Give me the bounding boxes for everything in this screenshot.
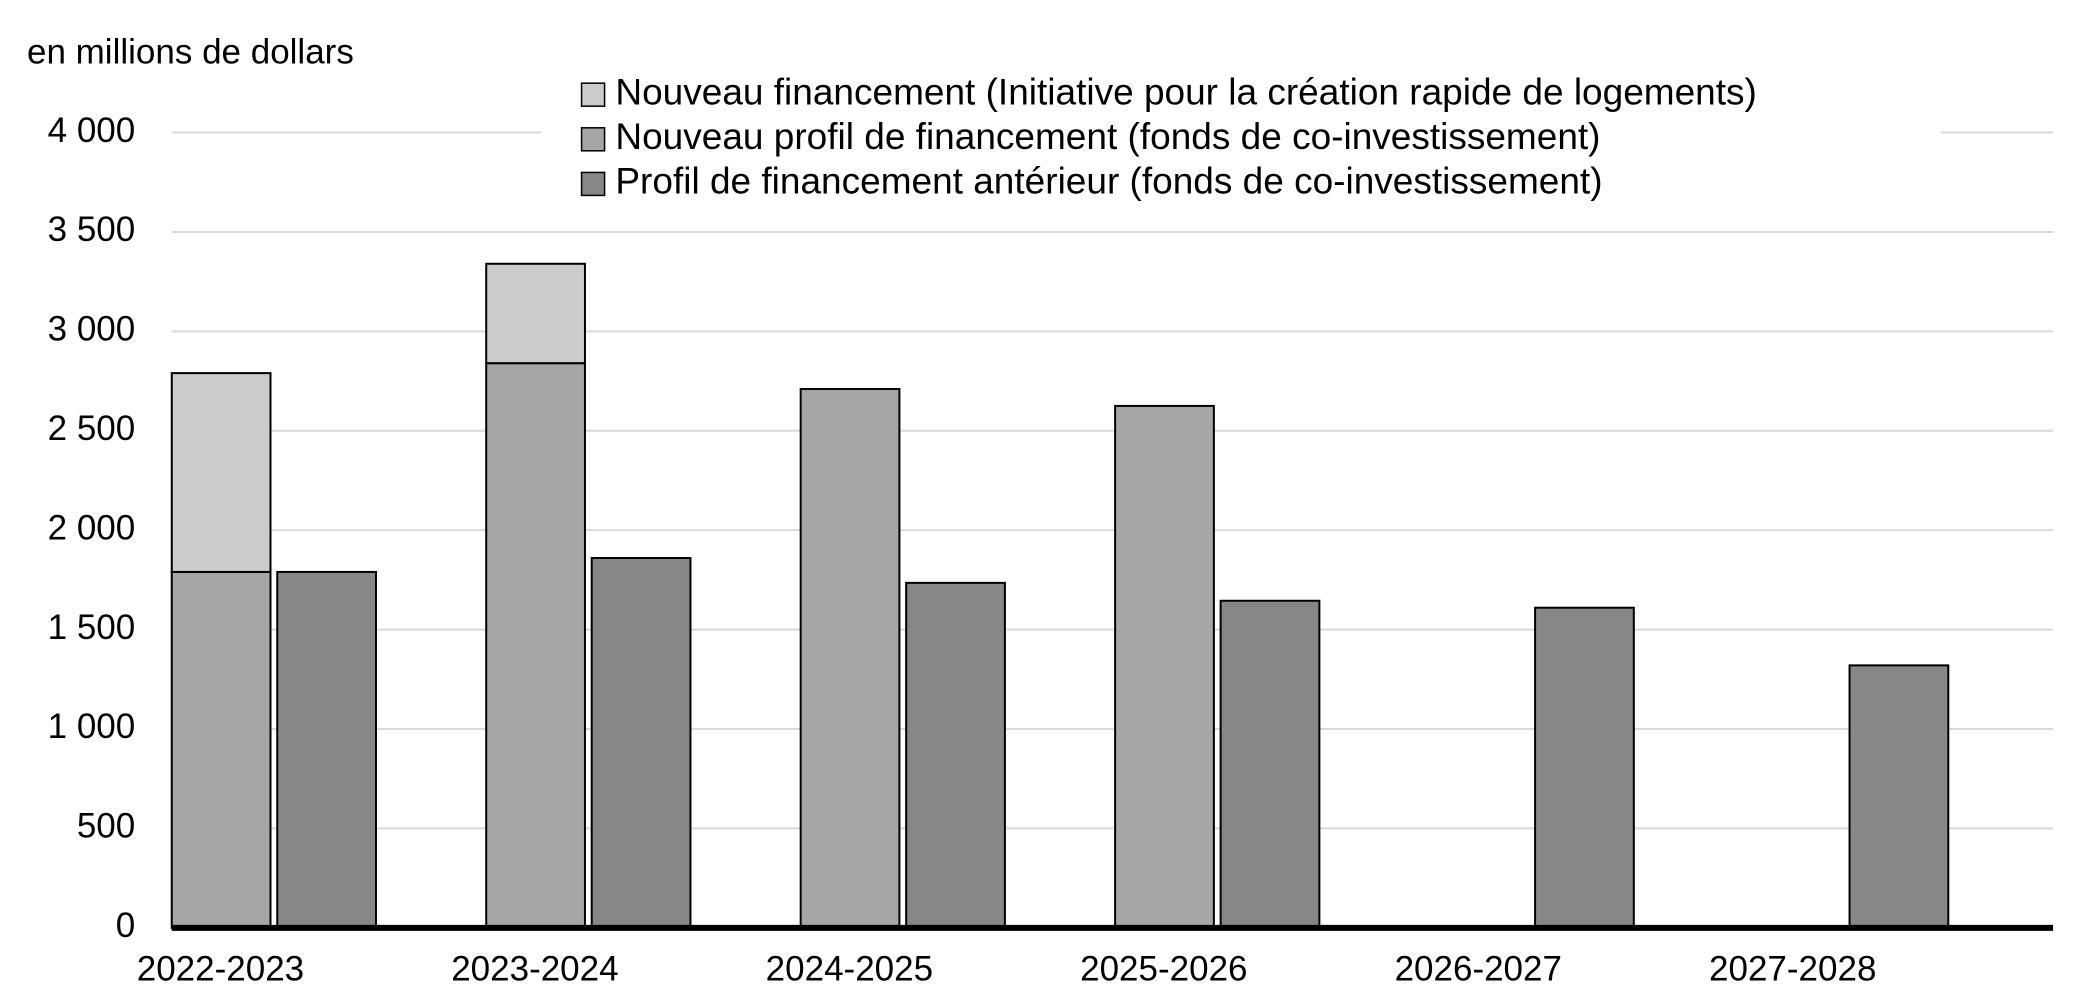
bar [1848, 664, 1950, 929]
y-tick-label: 2 500 [48, 409, 136, 448]
bar [485, 362, 586, 929]
y-tick-label: 1 000 [48, 707, 136, 746]
legend-label: Nouveau profil de financement (fonds de … [615, 116, 1600, 157]
x-tick-label: 2024-2025 [766, 949, 933, 988]
bar [276, 570, 377, 929]
x-tick-label: 2023-2024 [451, 949, 618, 988]
bar [1534, 606, 1635, 929]
y-axis-label: en millions de dollars [27, 32, 354, 71]
legend-label: Profil de financement antérieur (fonds d… [615, 161, 1602, 202]
bar [590, 557, 692, 929]
legend-label: Nouveau financement (Initiative pour la … [615, 71, 1757, 112]
y-tick-label: 0 [116, 906, 135, 945]
y-tick-label: 2 000 [48, 508, 136, 547]
y-tick-label: 3 000 [48, 310, 136, 349]
bar [485, 262, 586, 365]
x-tick-label: 2026-2027 [1395, 949, 1562, 988]
legend: Nouveau financement (Initiative pour la … [541, 70, 1941, 206]
legend-swatch [580, 171, 606, 197]
legend-swatch [580, 127, 606, 152]
legend-swatch [580, 82, 606, 107]
bar [170, 372, 272, 573]
x-tick-label: 2025-2026 [1080, 949, 1247, 988]
y-tick-label: 1 500 [48, 608, 136, 647]
bar [799, 388, 901, 929]
x-tick-label: 2027-2028 [1709, 949, 1876, 988]
bar [1114, 404, 1215, 929]
y-tick-label: 500 [77, 807, 135, 846]
x-tick-label: 2022-2023 [137, 949, 304, 988]
legend-background [541, 70, 1941, 206]
y-tick-label: 4 000 [48, 111, 136, 150]
bar [1219, 599, 1321, 929]
y-tick-label: 3 500 [48, 210, 136, 249]
bar [905, 581, 1006, 929]
bar [170, 570, 272, 929]
